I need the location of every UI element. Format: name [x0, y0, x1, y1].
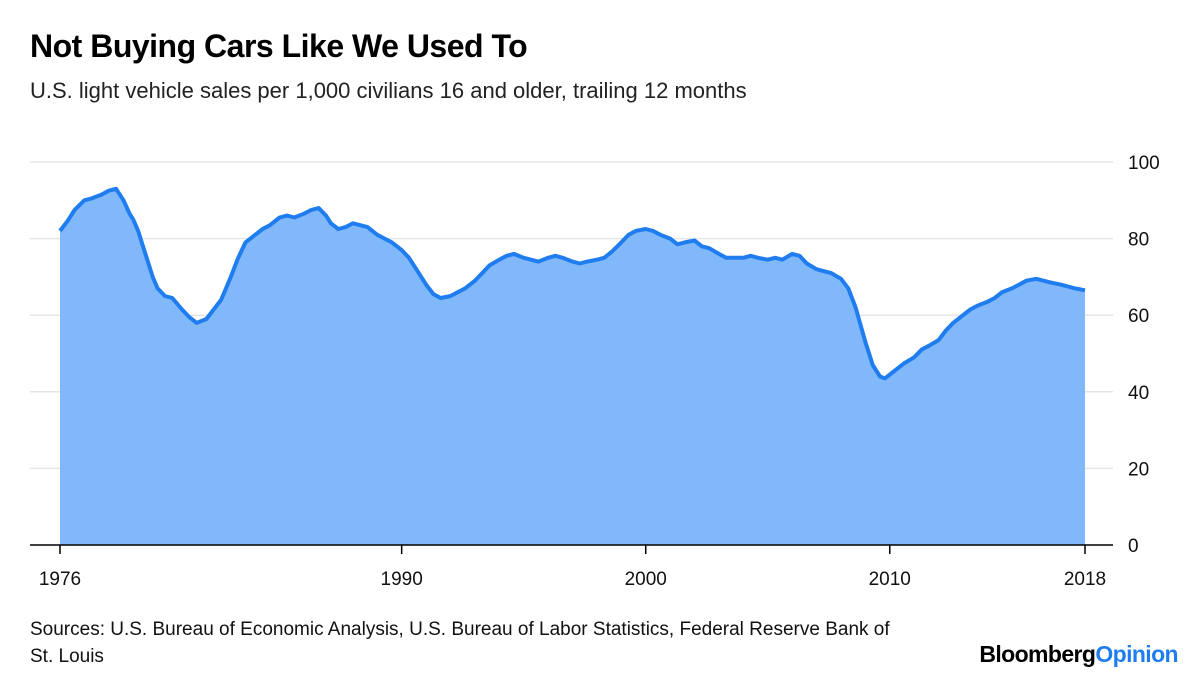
y-tick-label: 60 — [1128, 306, 1149, 327]
area-fill — [60, 188, 1085, 546]
x-tick-label: 2018 — [1064, 569, 1106, 590]
y-tick-label: 40 — [1128, 383, 1149, 404]
x-tick-label: 1976 — [39, 569, 81, 590]
y-axis-labels: 0 20 40 60 80 100 — [1128, 153, 1160, 557]
brand-secondary: Opinion — [1095, 641, 1178, 667]
brand-primary: Bloomberg — [979, 641, 1096, 667]
series-line — [58, 186, 1086, 381]
x-tick-label: 1990 — [381, 569, 423, 590]
chart-subtitle: U.S. light vehicle sales per 1,000 civil… — [30, 78, 747, 103]
chart-title: Not Buying Cars Like We Used To — [30, 28, 528, 64]
y-tick-label: 80 — [1128, 230, 1149, 251]
y-tick-label: 0 — [1128, 536, 1139, 557]
y-tick-label: 20 — [1128, 459, 1149, 480]
brand-logo: BloombergOpinion — [979, 641, 1178, 668]
source-note: Sources: U.S. Bureau of Economic Analysi… — [30, 619, 890, 667]
x-axis-ticks: 1976 1990 2000 2010 2018 — [39, 545, 1106, 590]
x-tick-label: 2010 — [869, 569, 911, 590]
x-tick-label: 2000 — [625, 569, 667, 590]
y-tick-label: 100 — [1128, 153, 1160, 174]
